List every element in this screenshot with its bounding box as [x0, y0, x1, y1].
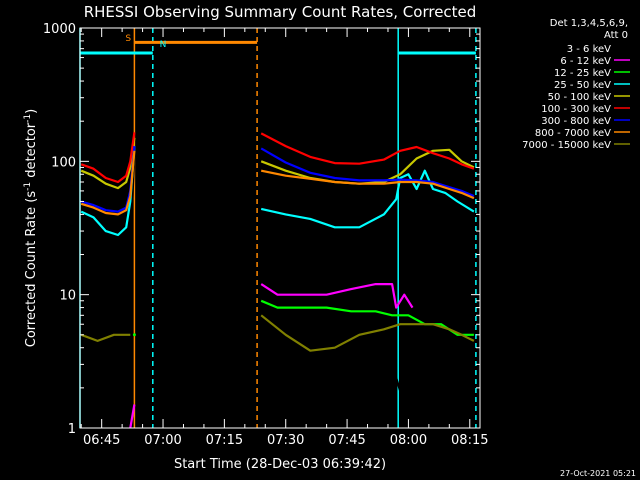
- y-tick-label-2: 100: [51, 155, 76, 170]
- footer-timestamp: 27-Oct-2021 05:21: [560, 469, 636, 478]
- series-7-segment-1: [260, 169, 475, 200]
- series-2-segment-1: [260, 299, 474, 336]
- x-tick-label-0: 06:45: [83, 433, 120, 448]
- x-tick-label-2: 07:15: [206, 433, 243, 448]
- series-4-segment-0: [80, 137, 136, 190]
- series-5-segment-0: [80, 132, 136, 184]
- x-axis-label: Start Time (28-Dec-03 06:39:42): [174, 457, 386, 472]
- series-1-segment-0: [129, 404, 136, 429]
- series-2-point-0: [132, 333, 136, 337]
- series-1-segment-1: [260, 283, 414, 309]
- x-tick-label-3: 07:30: [267, 433, 304, 448]
- y-axis-label-sup1: -1: [23, 182, 33, 191]
- series-6-segment-1: [260, 147, 475, 198]
- legend-label-2: 12 - 25 keV: [554, 68, 611, 79]
- series-8-segment-0: [80, 333, 131, 342]
- series-5-segment-1: [260, 132, 475, 170]
- y-axis-label-end: ): [24, 109, 39, 114]
- y-tick-label-1: 10: [59, 289, 76, 304]
- legend-label-6: 300 - 800 keV: [541, 116, 611, 127]
- series-8-segment-1: [260, 314, 475, 352]
- plot-frame: [79, 27, 481, 429]
- y-axis-label-mid: detector: [24, 122, 39, 182]
- legend-label-5: 100 - 300 keV: [541, 104, 611, 115]
- series-3-segment-1: [260, 169, 475, 229]
- annotation-1: N: [160, 40, 167, 50]
- series-3-segment-0: [80, 146, 136, 237]
- y-tick-label-3: 1000: [43, 22, 76, 37]
- plot-area: S N 1 10 100 1000 06:45 07:00 07:15 07:30 07:45 08:…: [43, 22, 489, 448]
- legend-label-4: 50 - 100 keV: [548, 92, 612, 103]
- y-tick-label-0: 1: [68, 422, 76, 437]
- legend-label-8: 7000 - 15000 keV: [522, 140, 611, 151]
- legend-label-7: 800 - 7000 keV: [535, 128, 611, 139]
- legend-label-0: 3 - 6 keV: [567, 44, 611, 55]
- legend-label-3: 25 - 50 keV: [554, 80, 611, 91]
- series-4-segment-1: [260, 148, 475, 185]
- y-axis-label-sup2: -1: [23, 114, 33, 123]
- x-tick-label-6: 08:15: [451, 433, 488, 448]
- x-tick-label-1: 07:00: [144, 433, 181, 448]
- series-0-segment-1: [260, 278, 474, 406]
- legend-header-0: Det 1,3,4,5,6,9,: [550, 18, 628, 29]
- legend-label-1: 6 - 12 keV: [560, 56, 611, 67]
- annotation-0: S: [125, 34, 131, 44]
- x-tick-label-5: 08:00: [390, 433, 427, 448]
- legend-header-1: Att 0: [604, 30, 628, 41]
- x-tick-label-4: 07:45: [328, 433, 365, 448]
- chart-title: RHESSI Observing Summary Count Rates, Co…: [84, 3, 477, 21]
- y-axis-label: Corrected Count Rate (s-1 detector-1): [23, 109, 39, 347]
- series-7-segment-0: [80, 150, 136, 216]
- y-axis-label-main: Corrected Count Rate (s: [24, 191, 39, 348]
